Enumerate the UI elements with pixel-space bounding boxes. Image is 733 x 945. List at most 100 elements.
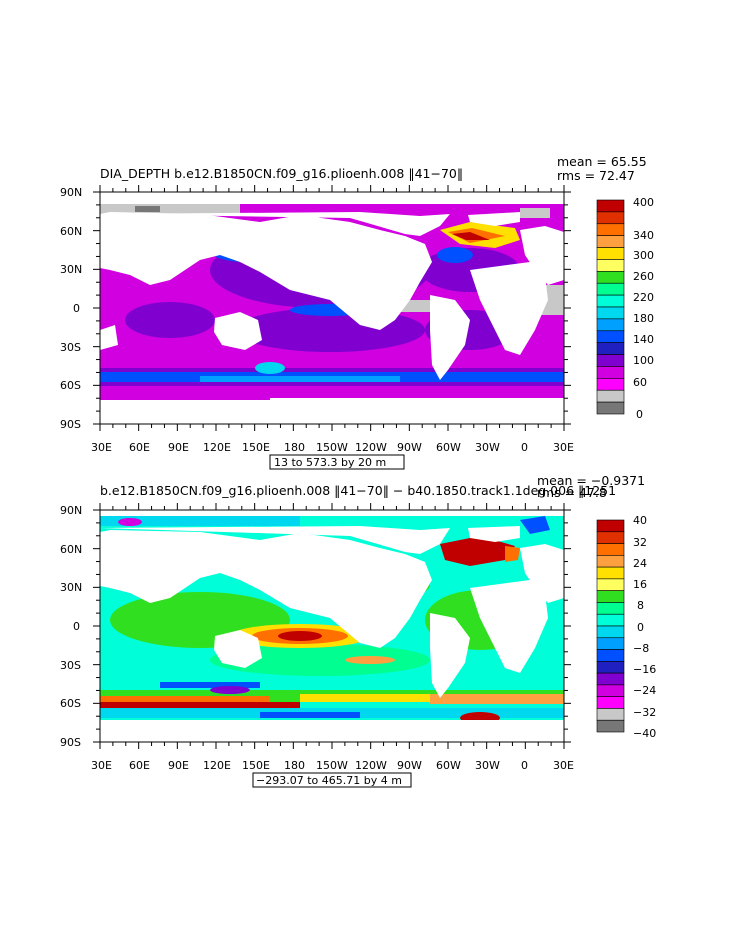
colorbar-label: 16	[633, 578, 647, 591]
colorbar-swatch	[596, 649, 625, 662]
panel-1: DIA_DEPTH b.e12.B1850CN.f09_g16.plioenh.…	[60, 154, 654, 470]
panel-1-title: DIA_DEPTH b.e12.B1850CN.f09_g16.plioenh.…	[100, 166, 463, 181]
colorbar-swatch	[596, 259, 625, 272]
colorbar-swatch	[596, 555, 625, 568]
colorbar-label: 24	[633, 557, 647, 570]
lat-label: 30S	[60, 341, 81, 354]
lat-label: 30N	[60, 581, 82, 594]
colorbar-label: 300	[633, 249, 654, 262]
colorbar-label: 400	[633, 196, 654, 209]
lon-label: 30E	[91, 441, 112, 454]
colorbar-swatch	[596, 342, 625, 355]
lat-label: 30N	[60, 263, 82, 276]
panel-2-lon-labels: 30E 60E 90E 120E 150E 180 150W 120W 90W …	[91, 759, 574, 772]
lon-label: 0	[521, 759, 528, 772]
colorbar-swatch	[596, 531, 625, 544]
lat-label: 90N	[60, 186, 82, 199]
panel-2-range-box	[252, 772, 412, 788]
colorbar-label: 260	[633, 270, 654, 283]
colorbar-swatch	[596, 719, 625, 733]
axis-ticks	[93, 185, 571, 749]
colorbar-swatch	[596, 543, 625, 556]
lat-label: 0	[73, 620, 80, 633]
colorbar-swatch	[596, 613, 625, 627]
colorbar-label: −16	[633, 663, 656, 676]
lon-label: 120E	[203, 441, 231, 454]
colorbar-swatch	[596, 578, 625, 591]
colorbar-label: 40	[633, 514, 647, 527]
colorbar-swatch	[596, 211, 625, 225]
lon-label: 90W	[397, 759, 422, 772]
lon-label: 30E	[553, 759, 574, 772]
lat-label: 30S	[60, 659, 81, 672]
colorbar-swatch	[596, 602, 625, 615]
colorbar-swatch	[596, 306, 625, 320]
panel-2: b.e12.B1850CN.f09_g16.plioenh.008 ‖41−70…	[60, 473, 656, 788]
panel-2-lat-labels: 90N 60N 30N 0 30S 60S 90S	[60, 504, 82, 749]
colorbar-label: 140	[633, 333, 654, 346]
colorbar-swatch	[596, 294, 625, 308]
lon-label: 150W	[316, 759, 348, 772]
lat-label: 60N	[60, 543, 82, 556]
colorbar-label: −32	[633, 706, 656, 719]
lon-label: 150W	[316, 441, 348, 454]
lat-label: 90S	[60, 418, 81, 431]
colorbar-swatch	[596, 199, 625, 213]
colorbar-label: 0	[636, 408, 643, 421]
panel-1-range-box	[269, 454, 405, 470]
colorbar-swatch	[596, 708, 625, 721]
lon-label: 30E	[91, 759, 112, 772]
lon-label: 180	[284, 759, 305, 772]
panel-1-mean: mean = 65.55	[557, 154, 647, 169]
colorbar-swatch	[596, 661, 625, 674]
lon-label: 180	[284, 441, 305, 454]
colorbar-swatch	[596, 330, 625, 343]
colorbar-swatch	[596, 519, 625, 533]
lon-label: 120W	[355, 759, 387, 772]
colorbar-swatch	[596, 637, 625, 650]
colorbar-swatch	[596, 366, 625, 379]
colorbar-swatch	[596, 354, 625, 367]
colorbar-label: 340	[633, 229, 654, 242]
colorbar-label: 8	[637, 599, 644, 612]
colorbar-label: 32	[633, 536, 647, 549]
lat-label: 90S	[60, 736, 81, 749]
lon-label: 0	[521, 441, 528, 454]
panel-1-range: 13 to 573.3 by 20 m	[274, 456, 386, 469]
colorbar-swatch	[596, 389, 625, 403]
lon-label: 120E	[203, 759, 231, 772]
colorbar-swatch	[596, 271, 625, 284]
colorbar-swatch	[596, 684, 625, 697]
lat-label: 90N	[60, 504, 82, 517]
lat-label: 60S	[60, 379, 81, 392]
colorbar-label: 180	[633, 312, 654, 325]
lon-label: 60E	[129, 441, 150, 454]
lon-label: 60W	[436, 759, 461, 772]
panel-1-map	[100, 192, 564, 424]
panel-2-map	[100, 510, 564, 742]
colorbar-swatch	[596, 247, 625, 260]
panel-1-lon-labels: 30E 60E 90E 120E 150E 180 150W 120W 90W …	[91, 441, 574, 454]
panel-1-colorbar	[596, 199, 625, 415]
panel-1-rms: rms = 72.47	[557, 168, 635, 183]
lon-label: 120W	[355, 441, 387, 454]
panel-2-colorbar-labels: 40 32 24 16 8 0 −8 −16 −24 −32 −40	[633, 514, 656, 740]
colorbar-label: 60	[633, 376, 647, 389]
lon-label: 60W	[436, 441, 461, 454]
colorbar-label: −24	[633, 684, 656, 697]
colorbar-swatch	[596, 625, 625, 639]
lon-label: 30E	[553, 441, 574, 454]
panel-2-rms: rms = 47.8	[537, 485, 607, 500]
panel-2-mean: mean = −0.9371	[537, 473, 645, 488]
colorbar-swatch	[596, 378, 625, 391]
lon-label: 30W	[475, 441, 500, 454]
lon-label: 60E	[129, 759, 150, 772]
colorbar-swatch	[596, 566, 625, 580]
colorbar-swatch	[596, 318, 625, 332]
colorbar-label: −8	[633, 642, 649, 655]
colorbar-swatch	[596, 696, 625, 709]
lon-label: 90E	[168, 441, 189, 454]
lon-label: 150E	[242, 759, 270, 772]
colorbar-swatch	[596, 223, 625, 236]
